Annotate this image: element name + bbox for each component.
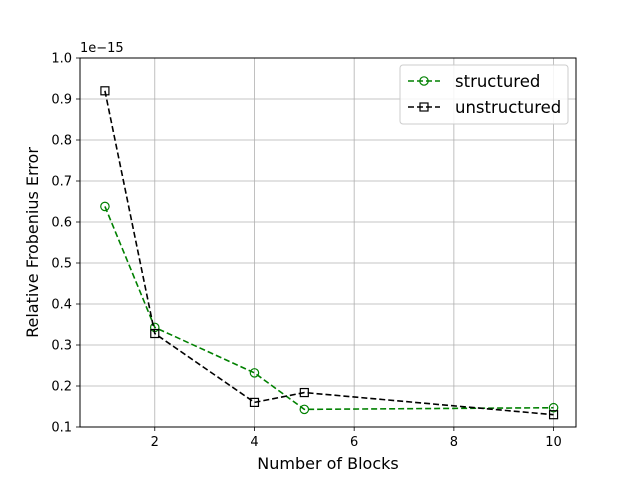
y-tick-label: 1.0 xyxy=(51,52,72,67)
unstructured-data-point xyxy=(150,328,160,339)
y-tick-label: 0.2 xyxy=(51,380,72,395)
unstructured-data-point xyxy=(100,86,110,96)
unstructured-data-point xyxy=(548,410,559,420)
series-group xyxy=(100,86,559,420)
y-tick-label: 0.5 xyxy=(51,257,72,272)
legend-box xyxy=(399,64,569,125)
y-offset-label: 1e−15 xyxy=(80,41,124,56)
y-tick-label: 0.7 xyxy=(51,175,72,190)
structured-data-point xyxy=(249,368,260,378)
y-axis-label: Relative Frobenius Error xyxy=(23,147,42,338)
legend: structured unstructured xyxy=(399,64,569,125)
x-tick-label: 2 xyxy=(151,435,159,450)
y-tick-label: 0.4 xyxy=(51,298,72,313)
y-tick-label: 0.6 xyxy=(51,216,72,231)
unstructured-data-point xyxy=(249,397,260,407)
x-tick-label: 6 xyxy=(350,435,358,450)
unstructured-data-point xyxy=(299,387,309,398)
x-tick-label: 8 xyxy=(450,435,458,450)
plot-frame xyxy=(79,57,577,428)
x-tick-label: 10 xyxy=(545,435,562,450)
legend-label-structured: structured xyxy=(455,72,540,91)
structured-data-point xyxy=(100,201,110,212)
legend-marker-structured xyxy=(419,76,429,86)
y-tick-label: 0.1 xyxy=(51,421,72,436)
legend-marker-unstructured xyxy=(419,102,429,112)
x-axis-label: Number of Blocks xyxy=(257,454,398,473)
unstructured-series-line xyxy=(104,90,554,416)
axis-ticks: 2 4 6 8 10 0.1 0.2 0.3 0.4 0.5 0.6 0.7 0.8 0.9 1.0 xyxy=(51,52,562,451)
y-tick-label: 0.9 xyxy=(51,93,72,108)
structured-data-point xyxy=(299,404,310,415)
legend-label-unstructured: unstructured xyxy=(455,98,561,117)
structured-data-point xyxy=(548,402,559,413)
y-tick-label: 0.8 xyxy=(51,134,72,149)
y-tick-label: 0.3 xyxy=(51,339,72,354)
x-tick-label: 4 xyxy=(250,435,258,450)
